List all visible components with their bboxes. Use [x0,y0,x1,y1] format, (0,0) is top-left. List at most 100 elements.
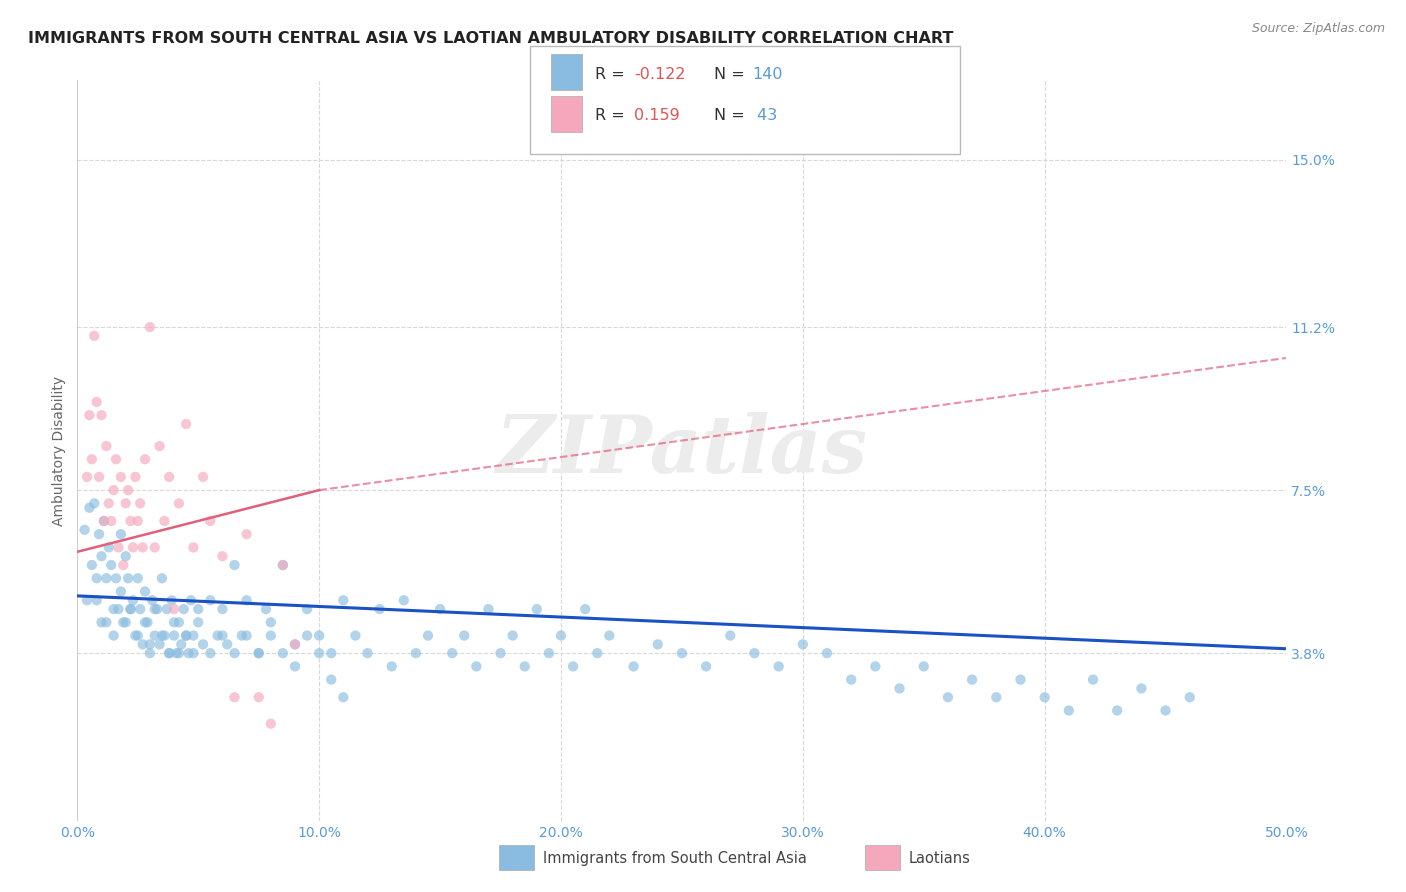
Point [1107,703,1129,717]
Point [79,500,101,515]
Point [150,571,173,585]
Point [489,646,512,660]
Point [247,690,270,705]
Point [100,514,122,528]
Point [86,395,108,409]
Point [97,496,120,510]
Point [671,646,693,660]
Point [235,593,257,607]
Point [308,628,330,642]
Point [143,541,166,555]
Point [110,584,132,599]
Point [139,637,162,651]
Point [156,602,179,616]
Point [187,602,209,616]
Point [1081,673,1104,687]
Point [157,646,180,660]
Point [120,514,142,528]
Point [537,646,560,660]
Point [103,483,125,497]
Point [127,514,149,528]
Point [526,602,548,616]
Text: 140: 140 [752,67,783,81]
Point [183,628,205,642]
Text: 43: 43 [752,109,778,123]
Point [167,646,190,660]
Point [936,690,959,705]
Point [1033,690,1056,705]
Point [224,690,246,705]
Point [392,593,415,607]
Point [139,320,162,334]
Point [429,602,451,616]
Point [163,615,186,630]
Point [247,646,270,660]
Point [295,602,318,616]
Point [695,659,717,673]
Point [86,593,108,607]
Point [718,628,741,642]
Point [174,417,197,431]
Point [117,483,139,497]
Point [83,496,105,510]
Point [200,646,222,660]
Point [1130,681,1153,696]
Point [453,628,475,642]
Point [332,690,354,705]
Point [134,584,156,599]
Point [173,602,195,616]
Point [332,593,354,607]
Text: 0.159: 0.159 [634,109,681,123]
Text: R =: R = [595,67,624,81]
Point [112,615,135,630]
Point [112,558,135,572]
Point [148,637,170,651]
Point [792,637,814,651]
Point [90,615,112,630]
Point [177,646,200,660]
Point [284,637,307,651]
Point [211,602,233,616]
Point [647,637,669,651]
Point [120,602,142,616]
Point [191,637,214,651]
Point [153,514,176,528]
Point [127,571,149,585]
Point [1154,703,1177,717]
Point [114,496,136,510]
Point [224,646,246,660]
Point [167,615,190,630]
Text: ZIPatlas: ZIPatlas [496,412,868,489]
Point [562,659,585,673]
Point [96,615,118,630]
Point [122,541,145,555]
Point [183,541,205,555]
Point [150,628,173,642]
Point [97,541,120,555]
Point [170,637,193,651]
Point [174,628,197,642]
Point [865,659,887,673]
Point [153,628,176,642]
Point [79,408,101,422]
Point [308,646,330,660]
Y-axis label: Ambulatory Disability: Ambulatory Disability [52,376,66,525]
Point [96,571,118,585]
Point [207,628,229,642]
Point [191,470,214,484]
Point [86,571,108,585]
Point [574,602,596,616]
Point [295,628,318,642]
Point [114,615,136,630]
Point [167,496,190,510]
Point [200,514,222,528]
Point [284,659,307,673]
Point [73,523,96,537]
Point [107,541,129,555]
Point [502,628,524,642]
Point [200,593,222,607]
Point [211,628,233,642]
Point [623,659,645,673]
Point [131,541,153,555]
Point [598,628,620,642]
